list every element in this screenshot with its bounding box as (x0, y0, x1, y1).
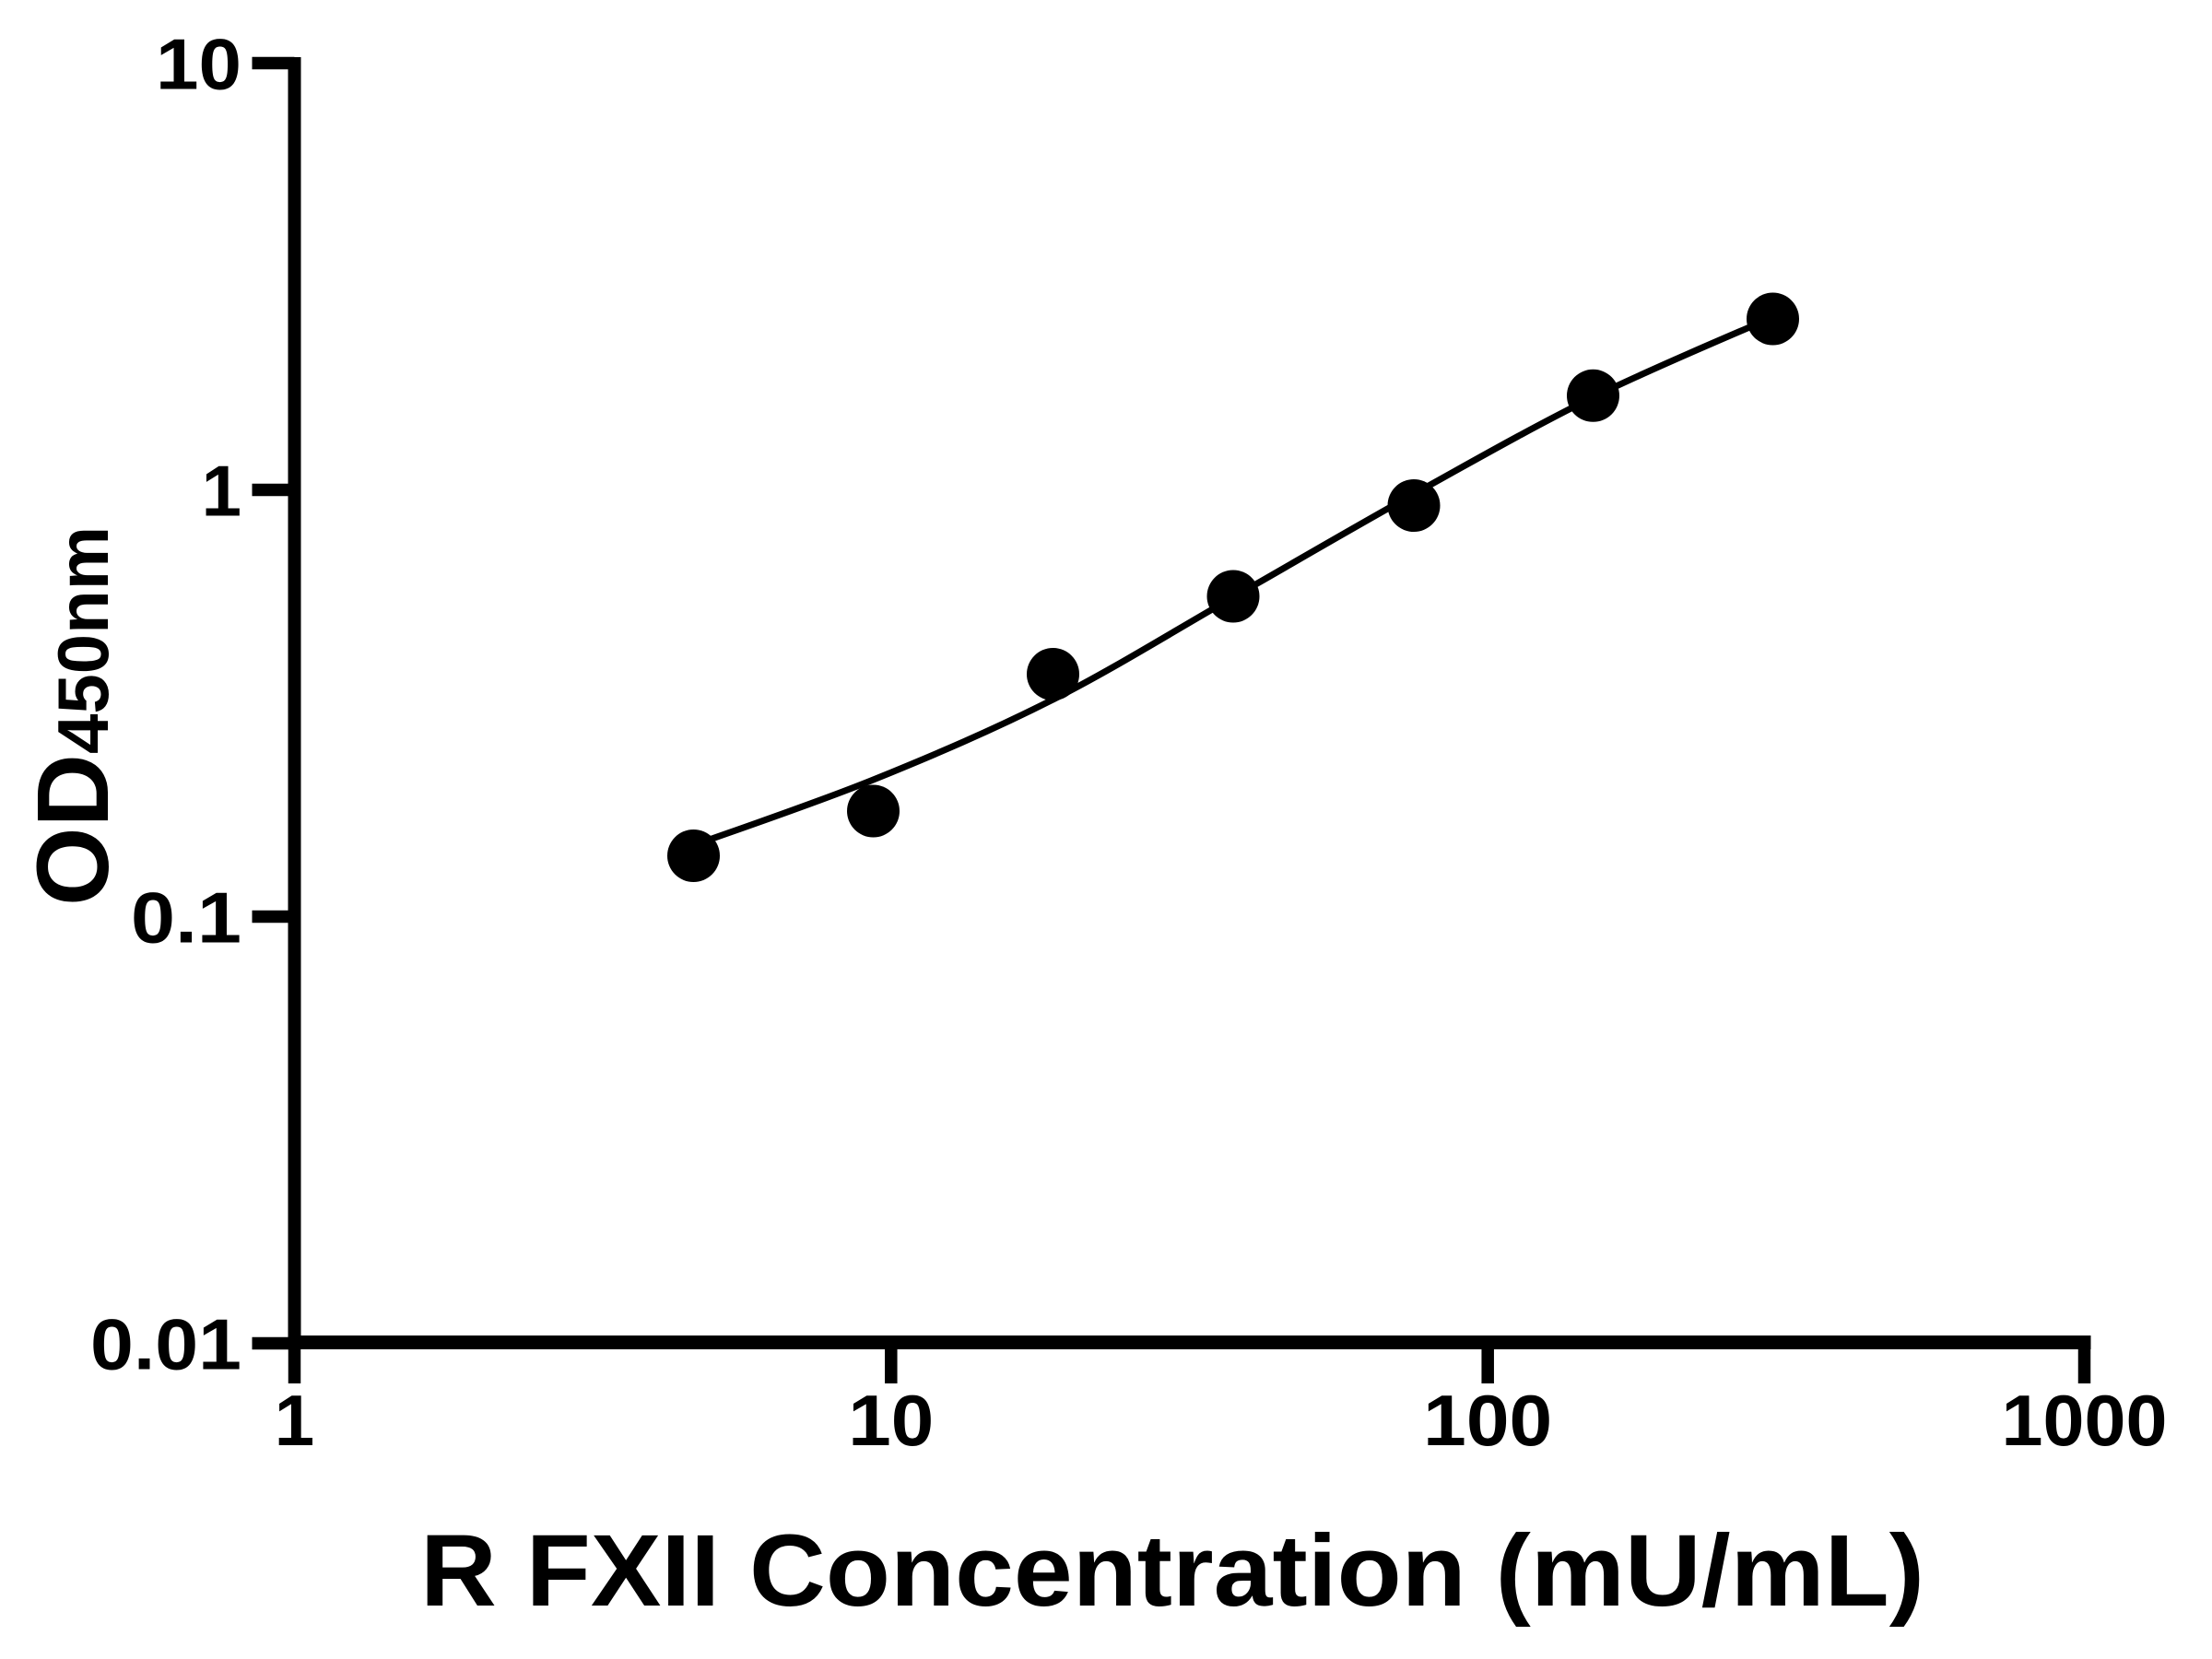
svg-text:1000: 1000 (2002, 1380, 2168, 1461)
svg-text:1: 1 (202, 450, 241, 531)
svg-text:10: 10 (156, 23, 241, 104)
svg-text:0.01: 0.01 (90, 1303, 241, 1384)
svg-text:R FXII Concentration (mU/mL): R FXII Concentration (mU/mL) (420, 1514, 1924, 1628)
svg-text:0.1: 0.1 (131, 877, 241, 958)
svg-text:10: 10 (848, 1380, 934, 1461)
svg-text:100: 100 (1423, 1380, 1552, 1461)
svg-text:1: 1 (275, 1380, 314, 1461)
